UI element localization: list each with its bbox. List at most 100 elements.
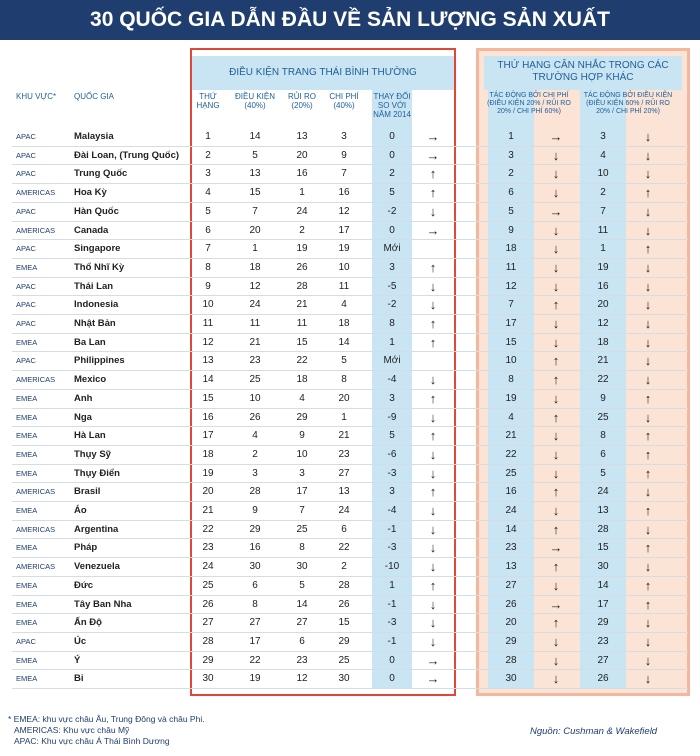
rank: 11 [202, 318, 214, 329]
risk: 14 [296, 598, 308, 610]
rank: 16 [202, 411, 214, 423]
cost-scenario-arrow: ↓ [552, 633, 560, 649]
country: Thái Lan [74, 280, 114, 292]
group-header: THỨ HẠNG CÂN NHẮC TRONG CÁC TRƯỜNG HỢP K… [497, 60, 669, 83]
conditions-scenario-rank: 8 [600, 430, 606, 442]
change-arrow: → [426, 671, 440, 687]
row-divider [12, 257, 688, 259]
country: Mexico [74, 374, 107, 386]
conditions: 2 [252, 448, 258, 460]
row-divider [12, 594, 688, 596]
cost-scenario-arrow: ↑ [552, 353, 560, 369]
cost: 8 [341, 374, 347, 386]
conditions: 28 [249, 486, 261, 498]
cost-scenario-arrow: → [549, 596, 563, 612]
change-arrow: → [426, 222, 440, 238]
title: 30 QUỐC GIA DẪN ĐẦU VỀ SẢN LƯỢNG SẢN XUẤ… [0, 0, 700, 40]
conditions-scenario-rank: 1 [600, 243, 606, 255]
country: Canada [74, 224, 109, 236]
cost: 13 [338, 486, 350, 498]
change: -2 [387, 299, 397, 311]
change-arrow: ↓ [429, 203, 437, 219]
conditions: 14 [249, 131, 261, 142]
conditions-scenario-arrow: ↓ [644, 353, 652, 369]
rank: 20 [202, 486, 214, 498]
normal-panel [190, 48, 456, 696]
conditions: 12 [249, 280, 261, 292]
change: 2 [389, 168, 395, 180]
cost: 18 [338, 318, 350, 329]
cost: 9 [341, 149, 347, 161]
column-header: THAY ĐỔI SO VỚI NĂM 2014 [373, 92, 411, 119]
conditions-scenario-arrow: ↓ [644, 334, 652, 350]
country: Ấn Độ [74, 617, 102, 629]
row-divider [12, 444, 688, 446]
change-arrow: ↓ [429, 297, 437, 313]
change: 5 [389, 430, 395, 442]
change: -1 [387, 523, 397, 535]
region: EMEA [16, 262, 38, 272]
conditions-scenario-arrow: ↓ [644, 278, 652, 294]
rank: 23 [202, 542, 214, 554]
conditions-scenario-rank: 7 [600, 205, 606, 217]
cost: 21 [338, 430, 350, 442]
region: EMEA [16, 412, 38, 422]
country: Nga [74, 411, 92, 423]
cost-scenario-rank: 15 [505, 336, 517, 348]
country: Úc [74, 635, 87, 647]
conditions-scenario-arrow: ↑ [644, 503, 652, 518]
change: -9 [387, 411, 397, 423]
country: Hàn Quốc [74, 205, 119, 217]
risk: 17 [296, 486, 308, 498]
conditions: 7 [252, 205, 258, 217]
conditions-scenario-rank: 17 [597, 598, 609, 610]
country: Áo [74, 505, 87, 516]
cost: 11 [338, 280, 350, 292]
conditions-scenario-arrow: ↓ [644, 297, 652, 313]
conditions: 10 [249, 392, 261, 404]
change-arrow: ↓ [429, 446, 437, 462]
risk: 16 [296, 168, 308, 180]
region: APAC [16, 319, 36, 328]
conditions-scenario-rank: 4 [600, 149, 606, 161]
region: EMEA [16, 393, 38, 403]
cost: 14 [338, 336, 350, 348]
cost-scenario-arrow: ↓ [552, 671, 560, 687]
row-divider [12, 519, 688, 521]
cost: 17 [338, 224, 350, 236]
conditions-scenario-rank: 23 [597, 635, 609, 647]
group-header-bg [192, 56, 454, 90]
conditions: 13 [249, 168, 261, 180]
change: 0 [389, 149, 395, 161]
change-arrow: ↑ [429, 390, 437, 406]
conditions-scenario-rank: 14 [597, 579, 609, 591]
region: EMEA [16, 468, 38, 478]
region: APAC [16, 300, 36, 310]
region: APAC [16, 150, 36, 160]
risk: 2 [299, 224, 305, 236]
conditions-scenario-rank: 27 [597, 654, 609, 666]
country: Nhật Bản [74, 318, 116, 329]
rank: 14 [202, 374, 214, 386]
rank: 17 [202, 430, 214, 442]
rank: 5 [205, 205, 211, 217]
cost-scenario-rank: 4 [508, 411, 514, 423]
cost-scenario-arrow: ↓ [552, 334, 560, 350]
risk: 15 [296, 336, 308, 348]
conditions: 8 [252, 598, 258, 610]
change: -4 [387, 505, 397, 516]
risk: 18 [296, 374, 308, 386]
cost-scenario-arrow: ↓ [552, 241, 560, 257]
conditions-scenario-arrow: ↑ [644, 185, 652, 201]
cost: 23 [338, 448, 350, 460]
country: Ý [74, 654, 81, 666]
change: 0 [389, 224, 395, 236]
row-divider [12, 669, 688, 671]
group-header-bg [484, 56, 682, 90]
column-header: CHI PHÍ (40%) [329, 92, 359, 110]
rank: 13 [202, 355, 214, 367]
risk: 25 [296, 523, 308, 535]
cost-scenario-rank: 13 [505, 561, 517, 573]
conditions: 5 [252, 149, 258, 161]
cost-scenario-arrow: ↓ [552, 259, 560, 275]
